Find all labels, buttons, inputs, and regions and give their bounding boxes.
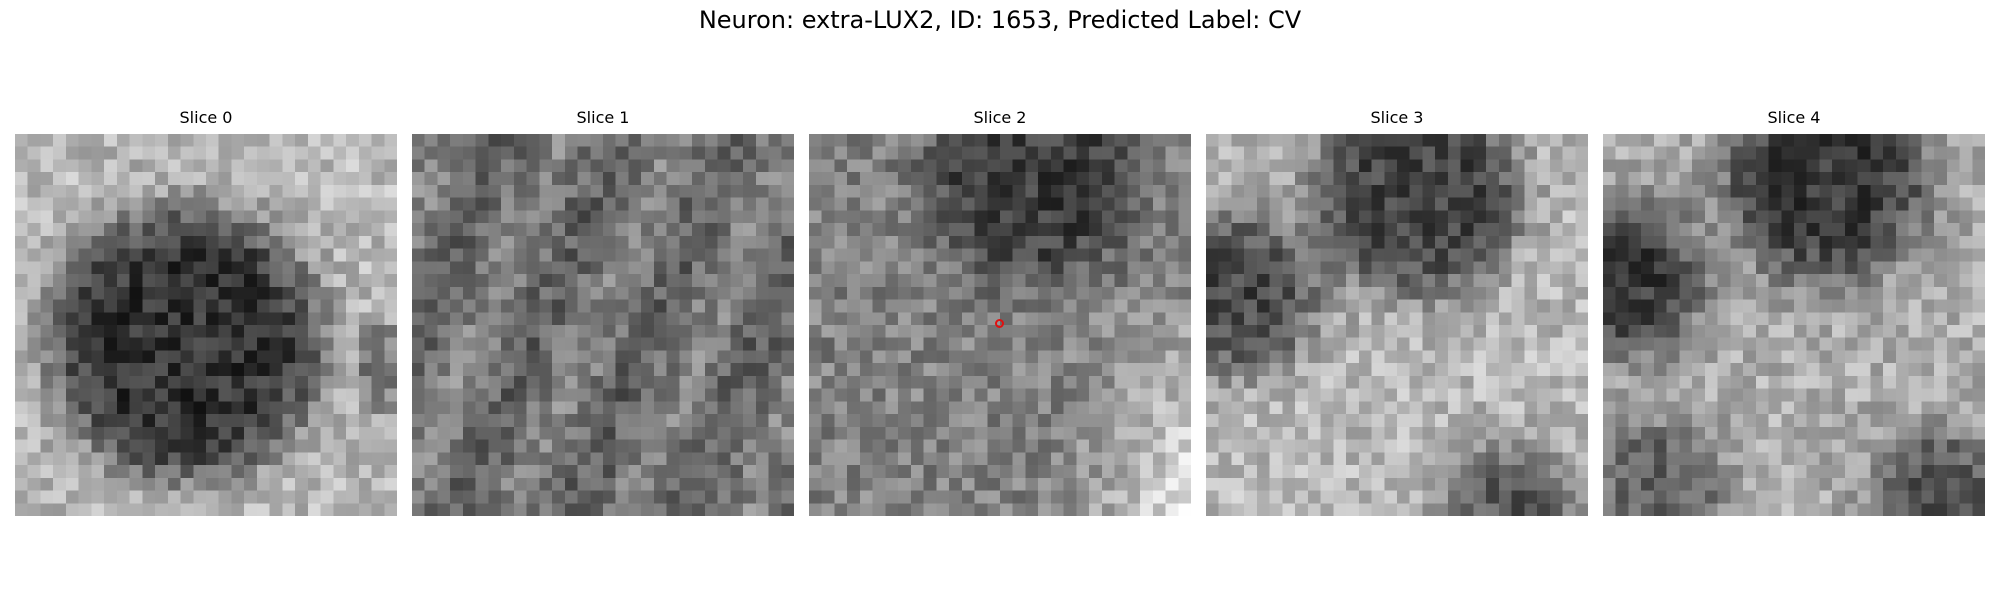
slice-panel-3: Slice 3 xyxy=(1206,108,1588,518)
slice-panel-1: Slice 1 xyxy=(412,108,794,518)
slice-panel-0: Slice 0 xyxy=(15,108,397,518)
slice-image-1 xyxy=(412,134,794,516)
slice-title-4: Slice 4 xyxy=(1767,108,1821,127)
slice-title-2: Slice 2 xyxy=(973,108,1027,127)
figure-title: Neuron: extra-LUX2, ID: 1653, Predicted … xyxy=(698,6,1302,34)
slice-image-0 xyxy=(15,134,397,516)
slice-title-3: Slice 3 xyxy=(1370,108,1424,127)
center-marker xyxy=(995,319,1004,328)
slice-panel-4: Slice 4 xyxy=(1603,108,1985,518)
slice-title-0: Slice 0 xyxy=(179,108,233,127)
slice-image-4 xyxy=(1603,134,1985,516)
slice-image-3 xyxy=(1206,134,1588,516)
slice-title-1: Slice 1 xyxy=(576,108,630,127)
slice-panel-2: Slice 2 xyxy=(809,108,1191,518)
